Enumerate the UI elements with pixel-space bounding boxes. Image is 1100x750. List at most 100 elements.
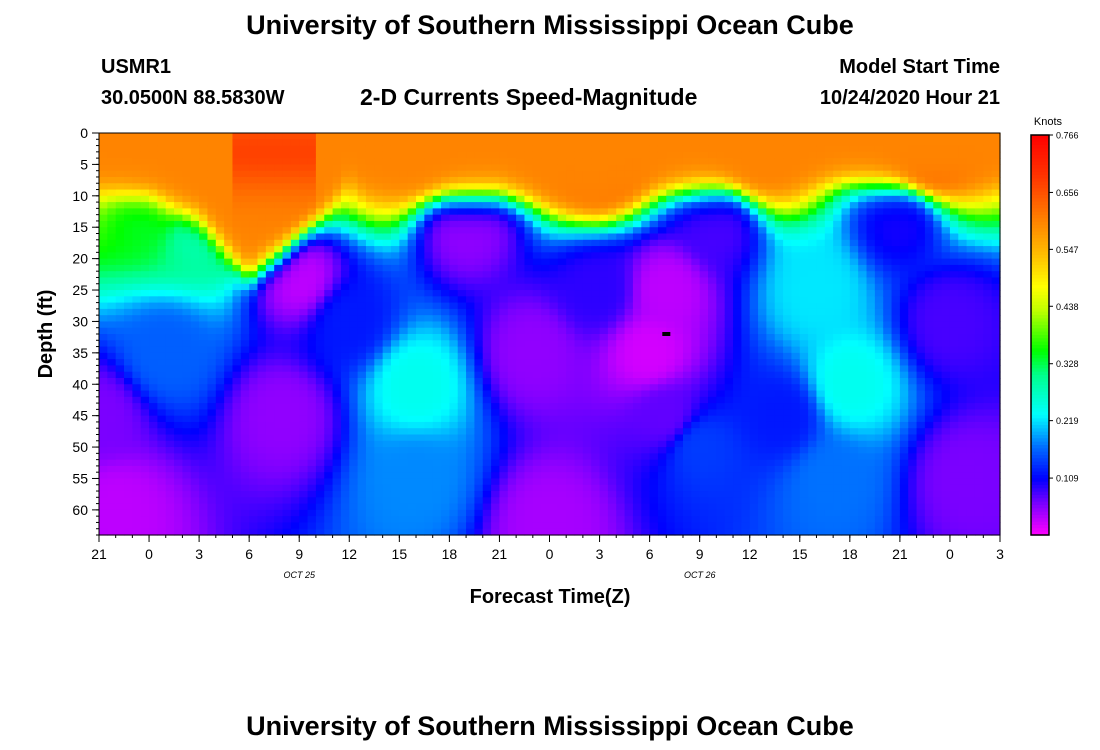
field-cell	[741, 371, 751, 379]
field-cell	[624, 277, 634, 285]
field-cell	[591, 434, 601, 442]
field-cell	[741, 195, 751, 203]
field-cell	[457, 151, 467, 159]
field-cell	[466, 371, 476, 379]
field-cell	[691, 277, 701, 285]
field-cell	[716, 528, 726, 536]
field-cell	[657, 491, 667, 498]
field-cell	[482, 145, 492, 153]
field-cell	[449, 214, 459, 222]
field-cell	[232, 239, 242, 247]
field-cell	[115, 352, 125, 360]
field-cell	[349, 258, 359, 266]
field-cell	[240, 428, 250, 436]
field-cell	[674, 277, 684, 285]
field-cell	[424, 208, 434, 216]
field-cell	[541, 359, 551, 367]
field-cell	[265, 264, 275, 272]
field-cell	[432, 283, 442, 291]
field-cell	[232, 377, 242, 385]
field-cell	[682, 246, 692, 253]
field-cell	[582, 170, 592, 178]
field-cell	[149, 415, 158, 423]
field-cell	[632, 170, 642, 178]
field-cell	[124, 478, 133, 486]
field-cell	[441, 227, 450, 235]
field-cell	[140, 365, 150, 373]
field-cell	[691, 145, 701, 153]
field-cell	[399, 170, 409, 178]
field-cell	[741, 434, 751, 442]
field-cell	[407, 145, 417, 153]
field-cell	[649, 145, 659, 153]
field-cell	[466, 365, 476, 373]
field-cell	[499, 145, 509, 153]
field-cell	[99, 277, 108, 285]
field-cell	[649, 133, 659, 140]
field-cell	[232, 421, 242, 429]
field-cell	[641, 139, 651, 147]
field-cell	[566, 465, 576, 473]
field-cell	[407, 516, 417, 524]
field-cell	[290, 528, 300, 536]
field-cell	[257, 409, 267, 417]
field-cell	[582, 516, 592, 524]
field-cell	[724, 233, 734, 241]
field-cell	[324, 283, 334, 291]
field-cell	[449, 239, 459, 247]
field-cell	[499, 271, 509, 279]
field-cell	[215, 528, 225, 536]
field-cell	[466, 183, 476, 191]
field-cell	[733, 195, 742, 203]
field-cell	[424, 246, 434, 253]
field-cell	[591, 290, 601, 297]
field-cell	[641, 246, 651, 253]
field-cell	[265, 484, 275, 492]
field-cell	[157, 308, 167, 316]
field-cell	[315, 478, 325, 486]
field-cell	[124, 258, 133, 266]
field-cell	[349, 183, 359, 191]
field-cell	[491, 478, 501, 486]
field-cell	[407, 208, 417, 216]
field-cell	[199, 409, 209, 417]
field-cell	[424, 359, 434, 367]
field-cell	[733, 484, 742, 492]
field-cell	[390, 421, 400, 429]
field-cell	[349, 484, 359, 492]
field-cell	[699, 271, 709, 279]
field-cell	[149, 252, 158, 260]
field-cell	[240, 220, 250, 228]
field-cell	[357, 484, 367, 492]
field-cell	[741, 421, 751, 429]
field-cell	[449, 296, 459, 304]
field-cell	[599, 246, 609, 253]
field-cell	[716, 365, 726, 373]
field-cell	[132, 409, 142, 417]
field-cell	[724, 453, 734, 461]
field-cell	[607, 220, 617, 228]
field-cell	[582, 321, 592, 329]
field-cell	[524, 170, 534, 178]
field-cell	[541, 384, 551, 392]
field-cell	[708, 296, 717, 304]
field-cell	[599, 440, 609, 448]
field-cell	[324, 308, 334, 316]
field-cell	[457, 440, 467, 448]
field-cell	[207, 340, 217, 348]
field-cell	[265, 465, 275, 473]
field-cell	[599, 290, 609, 297]
field-cell	[691, 258, 701, 266]
field-cell	[582, 409, 592, 417]
field-cell	[532, 151, 542, 159]
field-cell	[215, 271, 225, 279]
field-cell	[224, 384, 234, 392]
field-cell	[307, 503, 317, 511]
field-cell	[190, 170, 200, 178]
field-cell	[449, 139, 459, 147]
field-cell	[708, 453, 717, 461]
field-cell	[432, 491, 442, 498]
field-cell	[190, 516, 200, 524]
field-cell	[407, 465, 417, 473]
field-cell	[507, 346, 517, 354]
